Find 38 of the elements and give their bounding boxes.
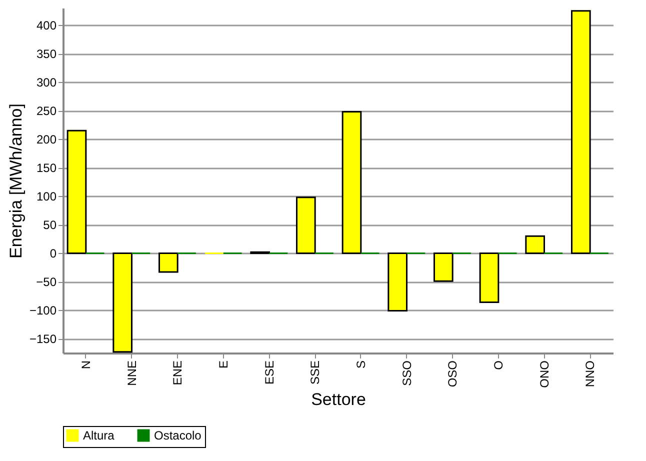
x-tick-label: S (354, 360, 368, 369)
y-tick-label: 100 (36, 190, 57, 204)
y-tick-label: −50 (36, 275, 57, 290)
y-tick-label: 350 (36, 47, 57, 62)
bar (296, 196, 316, 254)
y-axis-title: Energia [MWh/anno] (6, 104, 26, 258)
x-tick-label: NNE (124, 360, 139, 386)
x-tick-label: ESE (262, 360, 276, 385)
x-tick-label: SSE (308, 360, 322, 385)
y-tick-label: 50 (43, 218, 57, 232)
x-axis-title: Settore (311, 390, 366, 409)
y-tick-label: 150 (36, 161, 57, 176)
legend-label: Altura (83, 428, 115, 443)
y-tick-label: 250 (36, 104, 57, 118)
x-tick-label: ONO (537, 360, 552, 388)
y-tick-label: 300 (36, 76, 57, 90)
bar (571, 10, 591, 254)
x-tick-label: NNO (583, 360, 598, 388)
bar (388, 252, 408, 312)
bar (112, 252, 132, 353)
y-tick-label: 200 (36, 132, 57, 147)
y-tick-label: 0 (50, 246, 57, 261)
bar (434, 252, 454, 282)
bar (66, 130, 87, 254)
bar (342, 111, 362, 254)
x-tick-label: OSO (446, 360, 460, 388)
bar (479, 252, 500, 303)
x-tick-label: O (491, 360, 506, 370)
y-tick-label: 400 (36, 18, 57, 33)
y-tick-label: −100 (29, 304, 57, 318)
x-tick-label: N (78, 360, 93, 370)
legend-label: Ostacolo (154, 428, 202, 443)
x-tick-label: ENE (170, 360, 185, 386)
bar (525, 235, 545, 254)
x-tick-label: SSO (400, 360, 414, 386)
bar (158, 252, 178, 273)
x-tick-label: E (216, 360, 230, 369)
y-tick-label: −150 (29, 332, 57, 346)
